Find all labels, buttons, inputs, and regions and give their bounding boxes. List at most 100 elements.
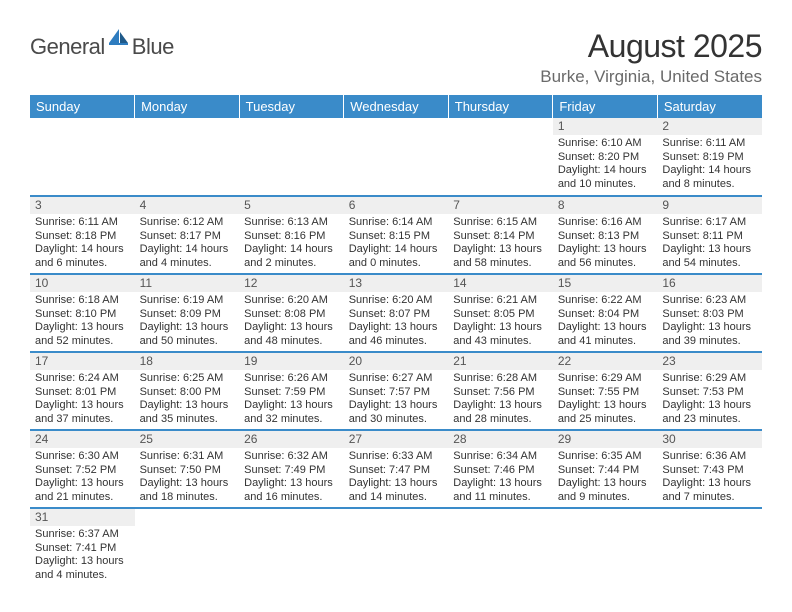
title-block: August 2025 Burke, Virginia, United Stat… — [540, 28, 762, 87]
calendar-cell: 31Sunrise: 6:37 AMSunset: 7:41 PMDayligh… — [30, 508, 135, 586]
calendar-cell: 3Sunrise: 6:11 AMSunset: 8:18 PMDaylight… — [30, 196, 135, 274]
day-details: Sunrise: 6:16 AMSunset: 8:13 PMDaylight:… — [553, 214, 658, 273]
sunset-text: Sunset: 8:11 PM — [662, 230, 757, 244]
daylight-text: Daylight: 13 hours — [35, 321, 130, 335]
page-header: General Blue August 2025 Burke, Virginia… — [30, 28, 762, 87]
day-details: Sunrise: 6:21 AMSunset: 8:05 PMDaylight:… — [448, 292, 553, 351]
daylight-text: and 43 minutes. — [453, 335, 548, 349]
day-details: Sunrise: 6:30 AMSunset: 7:52 PMDaylight:… — [30, 448, 135, 507]
daylight-text: Daylight: 13 hours — [349, 399, 444, 413]
day-number: 6 — [344, 197, 449, 214]
day-number: 7 — [448, 197, 553, 214]
sunrise-text: Sunrise: 6:11 AM — [662, 137, 757, 151]
sunset-text: Sunset: 8:03 PM — [662, 308, 757, 322]
daylight-text: Daylight: 13 hours — [453, 477, 548, 491]
day-number: 28 — [448, 431, 553, 448]
daylight-text: Daylight: 13 hours — [453, 321, 548, 335]
sunrise-text: Sunrise: 6:22 AM — [558, 294, 653, 308]
calendar-week: 31Sunrise: 6:37 AMSunset: 7:41 PMDayligh… — [30, 508, 762, 586]
day-details: Sunrise: 6:20 AMSunset: 8:07 PMDaylight:… — [344, 292, 449, 351]
day-number: 31 — [30, 509, 135, 526]
daylight-text: and 23 minutes. — [662, 413, 757, 427]
day-details: Sunrise: 6:33 AMSunset: 7:47 PMDaylight:… — [344, 448, 449, 507]
calendar-table: SundayMondayTuesdayWednesdayThursdayFrid… — [30, 95, 762, 586]
calendar-cell: 17Sunrise: 6:24 AMSunset: 8:01 PMDayligh… — [30, 352, 135, 430]
day-details: Sunrise: 6:27 AMSunset: 7:57 PMDaylight:… — [344, 370, 449, 429]
sunset-text: Sunset: 8:10 PM — [35, 308, 130, 322]
calendar-cell: 5Sunrise: 6:13 AMSunset: 8:16 PMDaylight… — [239, 196, 344, 274]
weekday-header: Friday — [553, 95, 658, 118]
day-number: 22 — [553, 353, 658, 370]
daylight-text: and 8 minutes. — [662, 178, 757, 192]
calendar-cell: 10Sunrise: 6:18 AMSunset: 8:10 PMDayligh… — [30, 274, 135, 352]
day-details: Sunrise: 6:34 AMSunset: 7:46 PMDaylight:… — [448, 448, 553, 507]
day-details: Sunrise: 6:12 AMSunset: 8:17 PMDaylight:… — [135, 214, 240, 273]
daylight-text: and 50 minutes. — [140, 335, 235, 349]
calendar-cell — [344, 118, 449, 196]
calendar-cell — [135, 508, 240, 586]
daylight-text: and 4 minutes. — [140, 257, 235, 271]
daylight-text: Daylight: 13 hours — [558, 477, 653, 491]
calendar-cell: 7Sunrise: 6:15 AMSunset: 8:14 PMDaylight… — [448, 196, 553, 274]
sunrise-text: Sunrise: 6:14 AM — [349, 216, 444, 230]
daylight-text: and 25 minutes. — [558, 413, 653, 427]
daylight-text: and 54 minutes. — [662, 257, 757, 271]
calendar-cell: 14Sunrise: 6:21 AMSunset: 8:05 PMDayligh… — [448, 274, 553, 352]
daylight-text: Daylight: 14 hours — [244, 243, 339, 257]
daylight-text: Daylight: 13 hours — [349, 477, 444, 491]
day-details: Sunrise: 6:26 AMSunset: 7:59 PMDaylight:… — [239, 370, 344, 429]
day-number: 2 — [657, 118, 762, 135]
daylight-text: and 14 minutes. — [349, 491, 444, 505]
day-number: 30 — [657, 431, 762, 448]
logo-word2: Blue — [132, 34, 174, 60]
sunset-text: Sunset: 7:49 PM — [244, 464, 339, 478]
calendar-cell: 24Sunrise: 6:30 AMSunset: 7:52 PMDayligh… — [30, 430, 135, 508]
daylight-text: and 35 minutes. — [140, 413, 235, 427]
sunrise-text: Sunrise: 6:29 AM — [558, 372, 653, 386]
sunset-text: Sunset: 7:53 PM — [662, 386, 757, 400]
day-details: Sunrise: 6:32 AMSunset: 7:49 PMDaylight:… — [239, 448, 344, 507]
sunset-text: Sunset: 8:19 PM — [662, 151, 757, 165]
day-number: 5 — [239, 197, 344, 214]
calendar-cell — [344, 508, 449, 586]
sunrise-text: Sunrise: 6:37 AM — [35, 528, 130, 542]
sunrise-text: Sunrise: 6:18 AM — [35, 294, 130, 308]
calendar-cell: 22Sunrise: 6:29 AMSunset: 7:55 PMDayligh… — [553, 352, 658, 430]
daylight-text: Daylight: 14 hours — [349, 243, 444, 257]
sunrise-text: Sunrise: 6:30 AM — [35, 450, 130, 464]
day-details: Sunrise: 6:15 AMSunset: 8:14 PMDaylight:… — [448, 214, 553, 273]
sunset-text: Sunset: 7:52 PM — [35, 464, 130, 478]
day-details: Sunrise: 6:11 AMSunset: 8:19 PMDaylight:… — [657, 135, 762, 194]
day-details: Sunrise: 6:14 AMSunset: 8:15 PMDaylight:… — [344, 214, 449, 273]
sunrise-text: Sunrise: 6:21 AM — [453, 294, 548, 308]
day-number: 16 — [657, 275, 762, 292]
sunrise-text: Sunrise: 6:19 AM — [140, 294, 235, 308]
location-text: Burke, Virginia, United States — [540, 67, 762, 87]
daylight-text: Daylight: 14 hours — [140, 243, 235, 257]
calendar-week: 24Sunrise: 6:30 AMSunset: 7:52 PMDayligh… — [30, 430, 762, 508]
day-details: Sunrise: 6:22 AMSunset: 8:04 PMDaylight:… — [553, 292, 658, 351]
daylight-text: Daylight: 13 hours — [558, 399, 653, 413]
sunrise-text: Sunrise: 6:34 AM — [453, 450, 548, 464]
calendar-cell: 2Sunrise: 6:11 AMSunset: 8:19 PMDaylight… — [657, 118, 762, 196]
calendar-cell: 9Sunrise: 6:17 AMSunset: 8:11 PMDaylight… — [657, 196, 762, 274]
daylight-text: Daylight: 13 hours — [244, 477, 339, 491]
daylight-text: and 48 minutes. — [244, 335, 339, 349]
calendar-cell — [657, 508, 762, 586]
sunset-text: Sunset: 8:09 PM — [140, 308, 235, 322]
sunset-text: Sunset: 8:01 PM — [35, 386, 130, 400]
calendar-page: General Blue August 2025 Burke, Virginia… — [0, 0, 792, 612]
calendar-cell: 13Sunrise: 6:20 AMSunset: 8:07 PMDayligh… — [344, 274, 449, 352]
calendar-cell: 29Sunrise: 6:35 AMSunset: 7:44 PMDayligh… — [553, 430, 658, 508]
daylight-text: Daylight: 14 hours — [35, 243, 130, 257]
logo-word1: General — [30, 34, 105, 60]
sunset-text: Sunset: 8:05 PM — [453, 308, 548, 322]
calendar-cell — [553, 508, 658, 586]
month-title: August 2025 — [540, 28, 762, 65]
daylight-text: and 56 minutes. — [558, 257, 653, 271]
daylight-text: and 41 minutes. — [558, 335, 653, 349]
sunrise-text: Sunrise: 6:23 AM — [662, 294, 757, 308]
sunrise-text: Sunrise: 6:29 AM — [662, 372, 757, 386]
calendar-head: SundayMondayTuesdayWednesdayThursdayFrid… — [30, 95, 762, 118]
calendar-cell: 4Sunrise: 6:12 AMSunset: 8:17 PMDaylight… — [135, 196, 240, 274]
